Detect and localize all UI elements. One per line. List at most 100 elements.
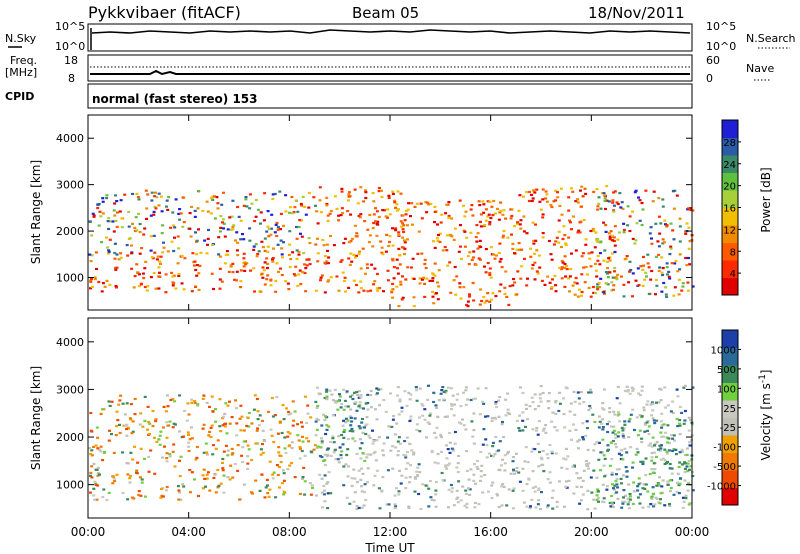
freq-tick-bottom: 8 [68, 72, 75, 85]
echo-cell [153, 251, 157, 254]
echo-cell [480, 299, 484, 303]
echo-cell [586, 448, 590, 451]
echo-cell [580, 255, 584, 258]
echo-cell [316, 222, 320, 225]
echo-cell [303, 395, 307, 398]
echo-cell [647, 444, 651, 447]
colorbar-tick-label: 1000 [711, 345, 736, 356]
echo-cell [219, 230, 222, 233]
echo-cell [595, 441, 599, 444]
echo-cell [404, 454, 408, 457]
echo-cell [650, 496, 654, 499]
echo-cell [551, 411, 555, 414]
echo-cell [153, 472, 157, 475]
echo-cell [393, 433, 397, 436]
echo-cell [259, 448, 263, 451]
echo-cell [589, 476, 593, 479]
echo-cell [105, 279, 109, 282]
echo-cell [190, 205, 194, 208]
echo-cell [625, 475, 629, 478]
echo-cell [387, 425, 391, 428]
echo-cell [409, 215, 412, 218]
echo-cell [319, 279, 322, 282]
echo-cell [564, 242, 568, 245]
echo-cell [391, 418, 395, 421]
echo-cell [642, 255, 645, 259]
echo-cell [659, 492, 663, 495]
echo-cell [263, 261, 267, 264]
echo-cell [581, 422, 585, 425]
echo-cell [178, 459, 181, 462]
echo-cell [513, 252, 516, 255]
echo-cell [96, 484, 100, 487]
echo-cell [178, 208, 182, 211]
velocity-colorbar-label-sup: -1 [758, 374, 768, 383]
echo-cell [201, 487, 205, 490]
echo-cell [262, 439, 266, 442]
echo-cell [152, 234, 156, 237]
echo-cell [349, 213, 353, 216]
echo-cell [300, 204, 304, 207]
echo-cell [271, 260, 275, 263]
echo-cell [513, 225, 517, 228]
echo-cell [299, 202, 303, 206]
echo-cell [557, 480, 561, 483]
echo-cell [147, 433, 151, 436]
echo-cell [654, 278, 658, 282]
echo-cell [135, 192, 139, 195]
echo-cell [657, 448, 660, 451]
echo-cell [340, 402, 344, 406]
echo-cell [436, 415, 440, 419]
echo-cell [666, 424, 670, 427]
echo-cell [575, 472, 579, 475]
echo-cell [503, 286, 507, 289]
echo-cell [638, 414, 642, 417]
echo-cell [635, 222, 639, 225]
echo-cell [612, 204, 616, 207]
echo-cell [150, 256, 154, 259]
echo-cell [254, 442, 258, 445]
echo-cell [114, 434, 118, 437]
echo-cell [547, 407, 551, 410]
echo-cell [101, 282, 105, 285]
colorbar-segment [722, 207, 738, 226]
echo-cell [252, 408, 256, 411]
echo-cell [585, 420, 589, 423]
echo-cell [488, 452, 491, 455]
echo-cell [522, 215, 526, 218]
echo-cell [397, 247, 401, 250]
echo-cell [164, 410, 168, 413]
echo-cell [226, 454, 230, 457]
echo-cell [691, 474, 695, 478]
echo-cell [290, 212, 294, 215]
echo-cell [369, 453, 373, 456]
echo-cell [615, 397, 619, 400]
echo-cell [530, 450, 534, 453]
echo-cell [603, 197, 607, 200]
echo-cell [345, 390, 349, 393]
echo-cell [187, 433, 190, 436]
echo-cell [359, 457, 363, 460]
echo-cell [650, 237, 653, 240]
echo-cell [357, 214, 361, 217]
echo-cell [115, 410, 119, 413]
echo-cell [193, 215, 197, 218]
echo-cell [605, 488, 609, 491]
echo-cell [371, 227, 375, 230]
echo-cell [621, 502, 625, 505]
echo-cell [195, 445, 199, 449]
echo-cell [604, 230, 608, 233]
echo-cell [393, 494, 397, 497]
echo-cell [233, 462, 237, 466]
echo-cell [377, 436, 381, 439]
echo-cell [557, 230, 561, 233]
echo-cell [160, 487, 163, 491]
echo-cell [129, 451, 133, 454]
echo-cell [336, 400, 340, 403]
echo-cell [582, 266, 586, 269]
echo-cell [625, 470, 629, 473]
echo-cell [137, 198, 141, 201]
echo-cell [447, 201, 451, 204]
echo-cell [238, 498, 242, 501]
echo-cell [470, 258, 474, 261]
